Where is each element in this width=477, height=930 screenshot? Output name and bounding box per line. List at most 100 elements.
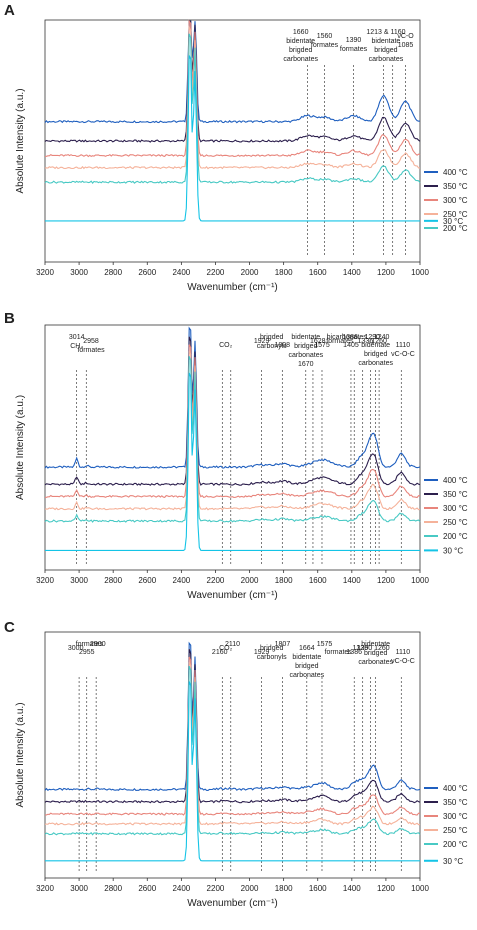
legend-label: 300 °C xyxy=(443,812,468,821)
annotation-text: 1560 xyxy=(317,33,333,40)
annotation-text: 1290 1260 xyxy=(357,645,390,652)
annotation-text: 1929 xyxy=(254,338,270,345)
x-tick-label: 1800 xyxy=(275,268,293,277)
spectrum-line xyxy=(45,372,420,551)
annotation-text: 1336 xyxy=(353,645,369,652)
annotation-text: 1929 xyxy=(254,649,270,656)
annotation-text: 1807 xyxy=(275,641,291,648)
annotation-text: carbonates xyxy=(358,360,393,367)
plot-frame xyxy=(44,324,421,571)
spectrum-line xyxy=(44,665,421,836)
x-tick-label: 2200 xyxy=(207,268,225,277)
annotation-text: 1290 xyxy=(364,334,380,341)
y-axis-label: Absolute Intensity (a.u.) xyxy=(15,702,26,807)
annotation-text: 1575 xyxy=(317,641,333,648)
spectrum-line xyxy=(44,25,420,170)
annotation-text: 2958 xyxy=(83,338,99,345)
x-tick-label: 3200 xyxy=(36,268,54,277)
annotation-text: carbonates xyxy=(369,56,404,63)
legend-label: 350 °C xyxy=(443,182,468,191)
annotation-text: CO₂ xyxy=(219,645,233,652)
annotation-text: formates xyxy=(77,347,105,354)
x-tick-label: 1800 xyxy=(275,884,293,893)
x-tick-label: 2400 xyxy=(172,884,190,893)
x-tick-label: 1200 xyxy=(377,576,395,585)
annotation-text: 1085 xyxy=(398,42,414,49)
plot-frame xyxy=(44,631,421,879)
legend-label: 200 °C xyxy=(443,224,468,233)
y-axis-label: Absolute Intensity (a.u.) xyxy=(15,88,26,193)
spectrum-line xyxy=(44,33,421,184)
annotation-text: carbonates xyxy=(289,672,324,679)
x-tick-label: 1200 xyxy=(377,884,395,893)
spectrum-line xyxy=(45,681,420,862)
spectrum-line xyxy=(44,19,421,158)
annotation-text: bridged xyxy=(294,343,317,350)
annotation-text: 1260 xyxy=(371,338,387,345)
x-tick-label: 1400 xyxy=(343,884,361,893)
legend-label: 30 °C xyxy=(443,217,463,226)
panel-label: B xyxy=(4,310,15,327)
annotation-text: 1386 xyxy=(342,334,358,341)
legend-label: 30 °C xyxy=(443,857,463,866)
x-tick-label: 1000 xyxy=(411,576,429,585)
annotation-text: 1336 xyxy=(358,338,374,345)
annotation-text: 1575 xyxy=(314,342,330,349)
legend-label: 350 °C xyxy=(443,490,468,499)
annotation-text: 1240 xyxy=(374,334,390,341)
spectrum-line xyxy=(44,641,421,792)
annotation-text: 2110 xyxy=(225,641,240,648)
spectrum-line xyxy=(44,344,421,499)
spectrum-line xyxy=(44,336,421,487)
annotation-text: bidentate xyxy=(372,38,401,45)
annotation-text: brigded xyxy=(260,334,283,341)
x-tick-label: 3200 xyxy=(36,576,54,585)
legend-label: 350 °C xyxy=(443,798,468,807)
annotation-text: bridged xyxy=(260,645,283,652)
annotation-text: bridged xyxy=(295,663,318,670)
annotation-text: 1808 xyxy=(274,342,290,349)
spectrum-line xyxy=(45,55,420,222)
y-axis-label: Absolute Intensity (a.u.) xyxy=(15,395,26,500)
legend-label: 400 °C xyxy=(443,476,468,485)
annotation-text: carbonyls xyxy=(257,343,287,350)
x-axis-label: Wavenumber (cm⁻¹) xyxy=(187,898,277,909)
legend-label: 400 °C xyxy=(443,168,468,177)
annotation-text: formates xyxy=(326,338,354,345)
annotation-text: bicarbonates xyxy=(327,334,368,341)
annotation-text: 1670 xyxy=(298,361,314,368)
annotation-text: 1628 xyxy=(310,338,326,345)
annotation-text: νC-O-C xyxy=(391,351,415,358)
x-tick-label: 1600 xyxy=(309,884,327,893)
x-tick-label: 1000 xyxy=(411,268,429,277)
x-tick-label: 1400 xyxy=(343,268,361,277)
x-tick-label: 2200 xyxy=(207,884,225,893)
x-tick-label: 1000 xyxy=(411,884,429,893)
x-tick-label: 1600 xyxy=(309,268,327,277)
legend-label: 200 °C xyxy=(443,840,468,849)
spectrum-line xyxy=(44,649,421,804)
annotation-text: bidentate xyxy=(291,334,320,341)
annotation-text: carbonates xyxy=(358,659,393,666)
panel-label: A xyxy=(4,2,15,19)
annotation-text: bidentate xyxy=(286,38,315,45)
annotation-text: bidentate xyxy=(361,342,390,349)
x-tick-label: 3000 xyxy=(70,268,88,277)
x-tick-label: 2600 xyxy=(138,268,156,277)
annotation-text: 1664 xyxy=(299,645,315,652)
annotation-text: 3014 xyxy=(69,334,85,341)
annotation-text: bidentate xyxy=(292,654,321,661)
annotation-text: brigded xyxy=(289,47,312,54)
x-tick-label: 2800 xyxy=(104,576,122,585)
annotation-text: carbonates xyxy=(288,352,323,359)
x-tick-label: 2600 xyxy=(138,884,156,893)
x-tick-label: 3200 xyxy=(36,884,54,893)
x-tick-label: 2400 xyxy=(172,576,190,585)
annotation-text: carbonates xyxy=(283,56,318,63)
x-tick-label: 2000 xyxy=(241,268,259,277)
legend-label: 250 °C xyxy=(443,826,468,835)
annotation-text: formates xyxy=(76,641,104,648)
legend-label: 300 °C xyxy=(443,504,468,513)
annotation-text: νC-O-C xyxy=(391,658,415,665)
x-tick-label: 2800 xyxy=(104,268,122,277)
